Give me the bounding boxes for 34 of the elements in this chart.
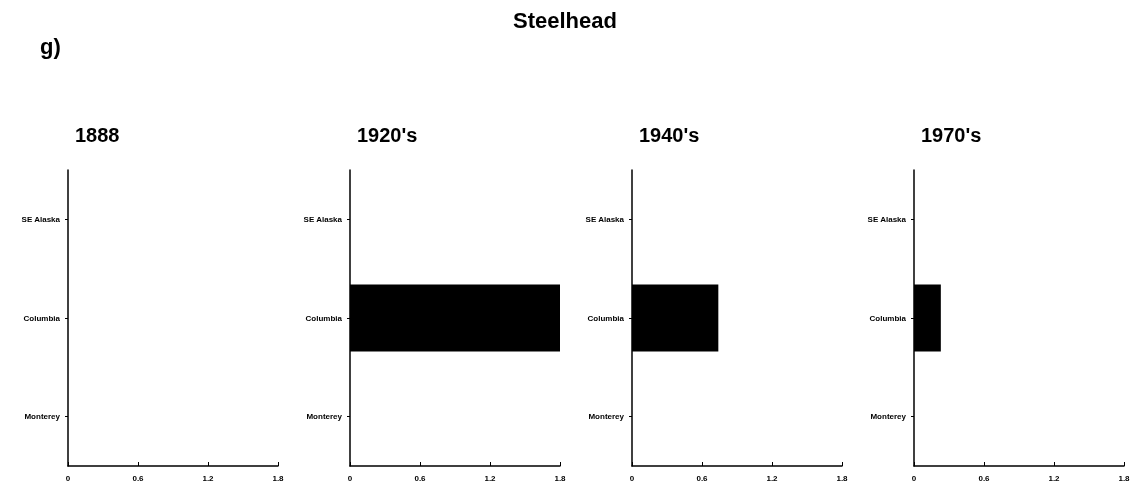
- y-tick-label: Columbia: [23, 313, 61, 323]
- chart-title: 1888: [75, 124, 120, 146]
- x-tick-label: 1.8: [554, 473, 567, 483]
- x-tick-label: 0.6: [132, 473, 145, 483]
- x-tick-label: 0: [347, 473, 353, 483]
- x-tick-label: 1.8: [1118, 473, 1130, 483]
- x-tick-label: 1.2: [1048, 473, 1061, 483]
- y-tick-label: SE Alaska: [585, 214, 625, 224]
- y-tick-label: Columbia: [869, 313, 907, 323]
- y-tick-label: Columbia: [587, 313, 625, 323]
- y-tick-label: SE Alaska: [303, 214, 343, 224]
- text: g): [40, 34, 61, 60]
- y-tick-label: Monterey: [588, 412, 625, 422]
- y-tick-label: SE Alaska: [867, 214, 907, 224]
- x-tick-label: 1.2: [484, 473, 497, 483]
- x-tick-label: 0: [65, 473, 71, 483]
- y-tick-label: Columbia: [305, 313, 343, 323]
- x-tick-label: 1.2: [202, 473, 215, 483]
- chart-title: 1940's: [639, 124, 700, 146]
- y-tick-label: Monterey: [24, 412, 61, 422]
- x-tick-label: 0.6: [696, 473, 709, 483]
- x-tick-label: 0: [629, 473, 635, 483]
- y-tick-label: Monterey: [870, 412, 907, 422]
- chart-title: 1920's: [357, 124, 418, 146]
- x-tick-label: 1.8: [272, 473, 285, 483]
- x-tick-label: 1.2: [766, 473, 779, 483]
- x-tick-label: 0.6: [978, 473, 991, 483]
- text: Steelhead: [512, 8, 618, 34]
- x-tick-label: 0.6: [414, 473, 427, 483]
- x-tick-label: 1.8: [836, 473, 849, 483]
- chart-title: 1970's: [921, 124, 982, 146]
- y-tick-label: Monterey: [306, 412, 343, 422]
- x-tick-label: 0: [911, 473, 917, 483]
- y-tick-label: SE Alaska: [21, 214, 61, 224]
